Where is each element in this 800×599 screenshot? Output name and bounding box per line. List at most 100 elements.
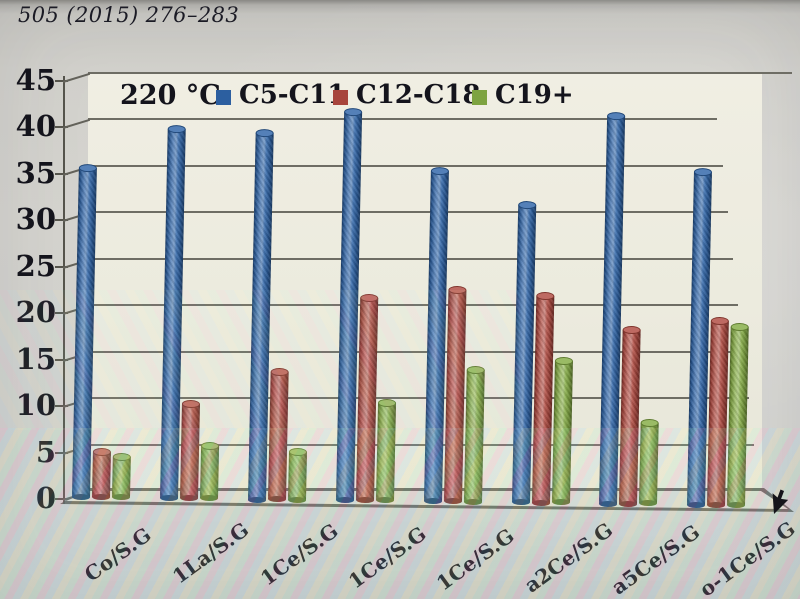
bar-bottom-cap [247,495,266,503]
y-tick-25 [55,265,68,268]
bar-top-cap [694,167,713,177]
bar-top-cap [554,357,573,366]
x-axis-label-2: 1La/S.G [167,517,254,589]
y-axis-label-15: 15 [15,341,56,376]
legend-label: C5-C11 [239,80,346,110]
gridline-40 [88,118,718,121]
bar-top-cap [622,325,642,334]
bar-top-cap [377,398,396,408]
bar-bottom-cap [599,500,618,507]
legend-swatch-icon [216,89,231,105]
gridline-5 [88,443,754,446]
bar-bottom-cap [727,501,746,508]
bar-top-cap [255,128,274,137]
y-tick-35 [55,172,68,175]
bar-top-cap [607,111,626,120]
y-axis-label-40: 40 [15,109,56,144]
bar-top-cap [730,322,750,332]
bar-bottom-cap [619,500,638,507]
legend-title: 220 °C [120,80,221,111]
legend-label: C12-C18 [356,80,481,110]
y-axis-label-45: 45 [15,63,56,97]
legend-item-C19+: C19+ [472,80,574,110]
gridline-30 [88,211,728,214]
legend-swatch-icon [333,89,348,105]
journal-citation: 505 (2015) 276–283 [18,3,240,27]
bar-C19+-1 [111,452,131,501]
bar-top-cap [359,294,378,303]
bar-bottom-cap [531,499,550,506]
bar-top-cap [430,167,449,176]
bar-C12-C18-5 [443,285,467,505]
bar-C19+-3 [287,447,307,503]
gridline-25 [88,257,733,260]
x-axis-label-8: o-1Ce/S.G [695,516,800,599]
bar-bottom-cap [463,498,482,505]
bar-C12-C18-2 [179,399,200,502]
bar-bottom-cap [707,501,726,508]
bar-bottom-cap [111,493,131,501]
y-axis [63,76,65,504]
bar-bottom-cap [687,501,706,508]
x-axis-label-3: 1Ce/S.G [255,518,343,591]
y-tick-45 [55,80,68,82]
y-tick-20 [55,312,68,315]
bar-C12-C18-3 [267,367,289,503]
bar-top-cap [640,419,660,428]
bar-top-cap [92,447,112,457]
bar-top-cap [288,447,307,456]
bar-C12-C18-6 [531,291,554,506]
legend-item-C5-C11: C5-C11 [216,80,345,110]
y-tick-depth-40 [62,119,91,130]
x-axis-label-1: Co/S.G [80,522,156,587]
bar-top-cap [270,367,289,377]
y-axis-label-0: 0 [35,481,56,515]
legend-label: C19+ [495,80,574,110]
bar-bottom-cap [91,493,111,501]
bar-top-cap [535,291,554,301]
bar-top-cap [167,124,186,134]
bar-top-cap [517,201,536,210]
bar-top-cap [466,365,485,374]
bar-C19+-7 [639,419,660,507]
bar-top-cap [78,163,97,173]
legend-item-C12-C18: C12-C18 [333,80,481,110]
x-axis-label-6: a2Ce/S.G [519,517,617,598]
gridline-20 [88,304,739,307]
y-axis-label-10: 10 [15,388,56,423]
bar-top-cap [112,452,131,461]
gridline-35 [88,164,723,167]
x-axis-label-7: a5Ce/S.G [607,519,705,599]
y-tick-30 [55,219,68,222]
bar-C19+-4 [375,398,396,504]
bar-bottom-cap [71,493,91,501]
y-axis-label-35: 35 [15,155,56,190]
cursor-arrow-icon [772,489,789,514]
bar-top-cap [711,316,730,325]
bar-top-cap [200,441,220,450]
y-tick-5 [55,451,68,454]
legend-swatch-icon [472,89,487,105]
y-tick-15 [55,358,68,361]
gridline-45 [88,72,792,74]
y-tick-depth-45 [62,72,91,83]
x-axis-label-5: 1Ce/S.G [431,523,519,596]
y-tick-0 [55,498,68,500]
bar-C19+-6 [551,357,573,506]
y-tick-40 [55,126,68,129]
bar-C19+-5 [463,365,485,505]
bar-C12-C18-1 [91,447,112,501]
x-axis-label-4: 1Ce/S.G [343,520,431,594]
gridline-10 [88,397,749,400]
y-axis-label-5: 5 [35,434,56,469]
y-axis-label-25: 25 [15,248,56,283]
y-axis-label-30: 30 [15,202,56,237]
bar-C12-C18-4 [355,294,378,504]
bar-top-cap [447,285,467,295]
bar-C19+-2 [199,441,220,502]
gridline-15 [88,350,744,353]
bar-bottom-cap [287,495,306,503]
y-axis-label-20: 20 [15,295,56,330]
